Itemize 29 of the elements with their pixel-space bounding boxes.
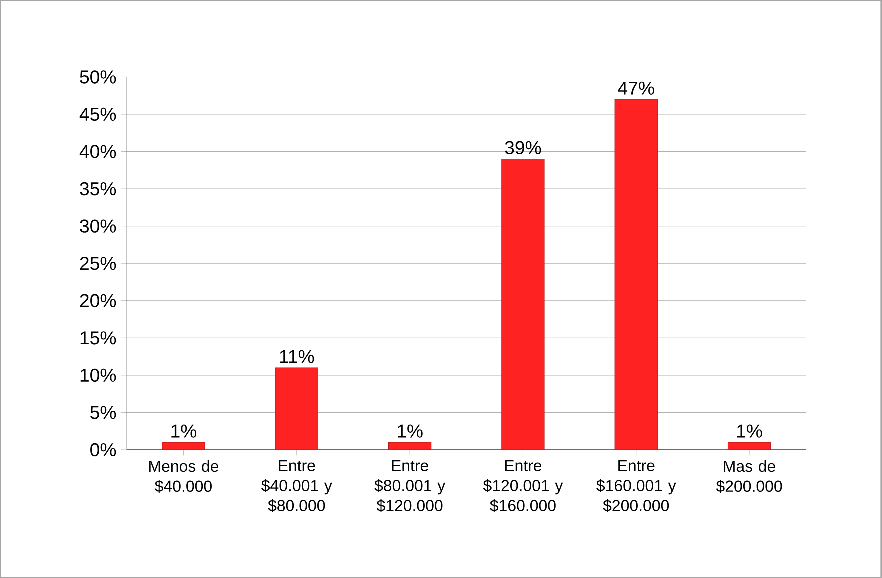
data-label: 47% [618, 82, 654, 95]
y-tick-label: 30% [80, 219, 116, 233]
y-tick-label: 20% [80, 294, 116, 308]
x-tick-label: Entre $160.001 y $200.000 [596, 460, 676, 512]
x-tick-label: Menos de $40.000 [150, 460, 219, 493]
bar [614, 99, 658, 450]
y-tick-label: 50% [80, 70, 116, 84]
y-tick-label: 40% [80, 144, 116, 158]
bar [502, 158, 545, 450]
y-tick-label: 15% [80, 331, 116, 344]
x-tick-label: Entre $120.001 y $160.000 [483, 460, 564, 512]
y-tick-label: 45% [80, 108, 116, 121]
x-tick-label: Entre $40.001 y $80.000 [262, 460, 332, 512]
y-tick-label: 35% [80, 182, 116, 196]
data-label: 1% [172, 424, 197, 438]
data-label: 11% [280, 350, 314, 364]
x-tick-label: Mas de $200.000 [716, 460, 782, 493]
bar [728, 442, 772, 450]
y-tick-label: 10% [80, 368, 116, 382]
y-tick-label: 5% [90, 406, 116, 420]
bar [388, 442, 432, 450]
y-tick-label: 25% [80, 256, 116, 270]
x-tick-label: Entre $80.001 y $120.000 [374, 460, 446, 512]
bar [162, 442, 206, 450]
data-label: 39% [505, 141, 542, 154]
y-tick-label: 0% [90, 443, 116, 456]
data-label: 1% [737, 424, 762, 438]
data-label: 1% [398, 424, 423, 438]
bar [275, 367, 318, 450]
